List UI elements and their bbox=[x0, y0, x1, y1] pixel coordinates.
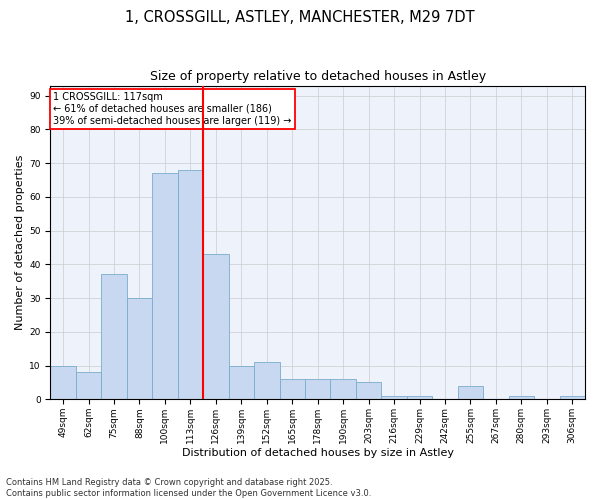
Y-axis label: Number of detached properties: Number of detached properties bbox=[15, 155, 25, 330]
Bar bbox=[331, 379, 356, 400]
Bar bbox=[280, 379, 305, 400]
Bar bbox=[509, 396, 534, 400]
Bar bbox=[305, 379, 331, 400]
Bar bbox=[458, 386, 483, 400]
Bar bbox=[560, 396, 585, 400]
Bar bbox=[101, 274, 127, 400]
X-axis label: Distribution of detached houses by size in Astley: Distribution of detached houses by size … bbox=[182, 448, 454, 458]
Text: 1, CROSSGILL, ASTLEY, MANCHESTER, M29 7DT: 1, CROSSGILL, ASTLEY, MANCHESTER, M29 7D… bbox=[125, 10, 475, 25]
Bar bbox=[254, 362, 280, 400]
Text: Contains HM Land Registry data © Crown copyright and database right 2025.
Contai: Contains HM Land Registry data © Crown c… bbox=[6, 478, 371, 498]
Bar bbox=[203, 254, 229, 400]
Bar bbox=[152, 174, 178, 400]
Bar bbox=[50, 366, 76, 400]
Text: 1 CROSSGILL: 117sqm
← 61% of detached houses are smaller (186)
39% of semi-detac: 1 CROSSGILL: 117sqm ← 61% of detached ho… bbox=[53, 92, 292, 126]
Bar bbox=[407, 396, 432, 400]
Bar bbox=[382, 396, 407, 400]
Bar bbox=[127, 298, 152, 400]
Bar bbox=[356, 382, 382, 400]
Bar bbox=[229, 366, 254, 400]
Title: Size of property relative to detached houses in Astley: Size of property relative to detached ho… bbox=[149, 70, 486, 83]
Bar bbox=[76, 372, 101, 400]
Bar bbox=[178, 170, 203, 400]
